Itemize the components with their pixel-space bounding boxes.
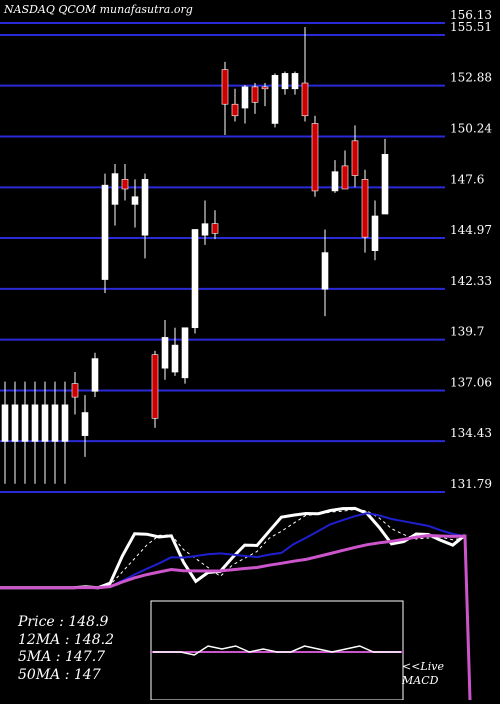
candle-down [301,82,309,117]
ma-short-dashed-line [0,508,466,589]
candle-up [31,404,39,442]
candle-up [201,223,209,236]
moving-average-lines [0,506,472,701]
candle-down [121,179,129,190]
candle-up [181,327,189,379]
stats-panel: Price : 148.9 12MA : 148.2 5MA : 147.7 5… [18,614,114,684]
candle-down [231,103,239,117]
stat-12ma: 12MA : 148.2 [18,631,114,648]
candle-up [291,73,299,90]
y-tick-label: 156.13 [450,8,492,22]
macd-label-live: <<Live [402,660,444,673]
chart-title: NASDAQ QCOM munafasutra.org [4,3,193,16]
candle-up [131,196,139,205]
candle-up [51,404,59,442]
candle-up [111,173,119,205]
candle-down [151,354,159,419]
candle-down [221,69,229,105]
candle-up [1,404,9,442]
candle-down [341,165,349,190]
candle-down [351,140,359,176]
ma-long-line [0,533,472,701]
price-gridlines [0,22,445,493]
candle-down [361,179,369,238]
candle-up [281,73,289,90]
y-tick-label: 147.6 [450,172,484,186]
candle-up [381,154,389,215]
candle-up [11,404,19,442]
stat-price: Price : 148.9 [18,614,109,630]
macd-label-macd: MACD [402,674,439,687]
stat-12ma-label: 12MA [18,631,61,648]
candle-up [241,86,249,109]
stat-50ma-value: 147 [73,666,101,683]
y-tick-label: 152.88 [450,71,492,85]
candle-up [141,179,149,236]
y-tick-label: 142.33 [450,274,492,288]
stat-price-value: 148.9 [68,614,109,630]
stat-50ma: 50MA : 147 [18,666,101,683]
candle-up [371,215,379,251]
stat-5ma: 5MA : 147.7 [18,649,106,665]
stat-5ma-value: 147.7 [64,649,106,665]
stat-5ma-label: 5MA [18,649,52,665]
y-tick-label: 150.24 [450,121,492,135]
candles [1,27,389,484]
y-tick-label: 155.51 [450,20,492,34]
macd-box [150,600,404,701]
candle-down [251,86,259,103]
y-tick-label: 131.79 [450,477,492,491]
candle-up [101,184,109,280]
candle-up [321,252,329,290]
stat-50ma-label: 50MA [18,666,61,683]
macd-panel [150,600,404,701]
y-tick-label: 144.97 [450,223,492,237]
y-tick-label: 137.06 [450,375,492,389]
candle-up [271,75,279,124]
stat-price-label: Price [18,614,55,630]
y-tick-label: 134.43 [450,426,492,440]
candle-up [21,404,29,442]
y-tick-label: 139.7 [450,325,484,339]
candle-up [61,404,69,442]
candle-up [331,171,339,192]
macd-line [153,645,401,656]
candle-up [171,344,179,373]
candle-down [261,86,269,90]
candle-down [211,223,219,234]
ma-mid-line [0,512,466,589]
candle-down [71,383,79,398]
candle-down [311,123,319,192]
candle-up [41,404,49,442]
candle-up [91,358,99,392]
candle-up [81,412,89,436]
macd-label: <<Live MACD [402,660,444,688]
stat-12ma-value: 148.2 [73,631,114,648]
candle-up [191,229,199,329]
candle-up [161,337,169,369]
